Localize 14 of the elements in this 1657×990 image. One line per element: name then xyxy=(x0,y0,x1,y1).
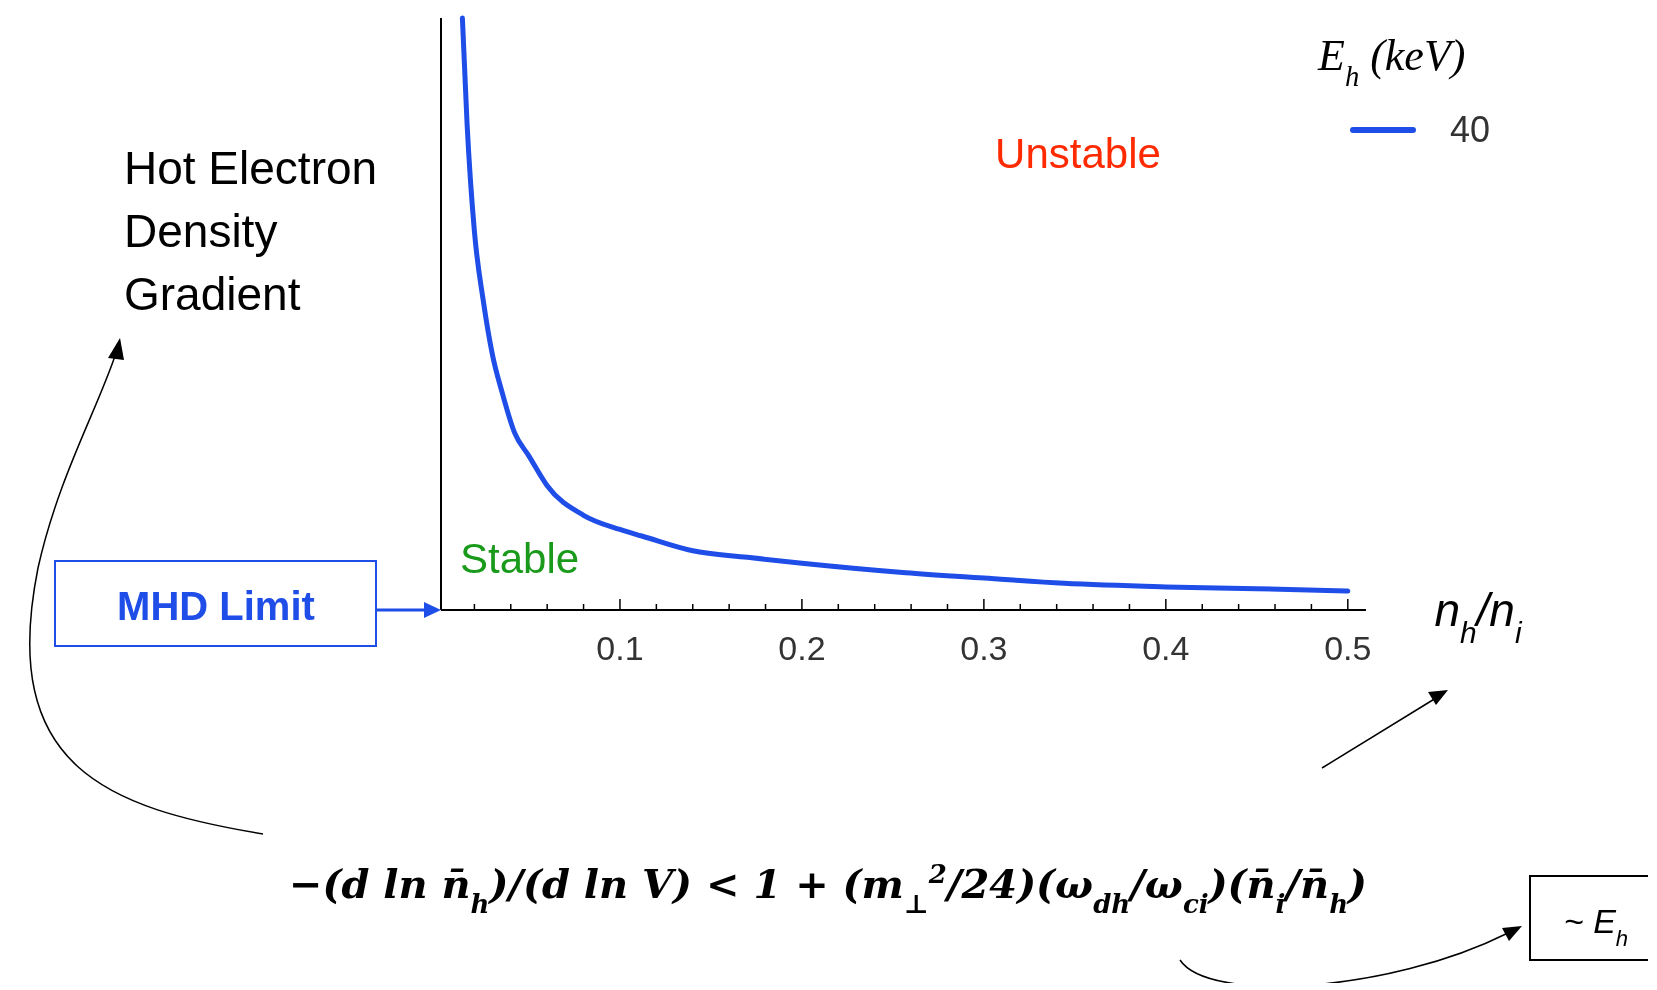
x-tick-label: 0.4 xyxy=(1142,629,1190,667)
text: −(d ln n̄$_{h}$)/(d ln V) < 1 + (m$_{⊥}$$^{2}$/24)(ω$_{dh}$/ω$_{ci}$)(n̄$_{i}$/n̄$_{h}$) xyxy=(288,859,1368,919)
x-tick-label: 0.5 xyxy=(1324,629,1372,667)
x-tick-label: 0.2 xyxy=(778,629,826,667)
legend-label: 40 xyxy=(1450,109,1491,150)
x-tick-label: 0.1 xyxy=(596,629,644,667)
x-tick-label: 0.3 xyxy=(960,629,1008,667)
legend-title: E$_{h}$ (keV) xyxy=(1317,31,1466,92)
annotation: Unstable xyxy=(995,130,1161,177)
y-axis-title: Hot Electron Density Gradient xyxy=(124,142,378,320)
text: ~ E$_{h}$ xyxy=(1563,902,1629,951)
text: MHD Limit xyxy=(117,584,315,628)
annotation: Stable xyxy=(460,535,580,582)
x-axis-title: n$_{h}$/n$_{i}$ xyxy=(1434,584,1523,649)
